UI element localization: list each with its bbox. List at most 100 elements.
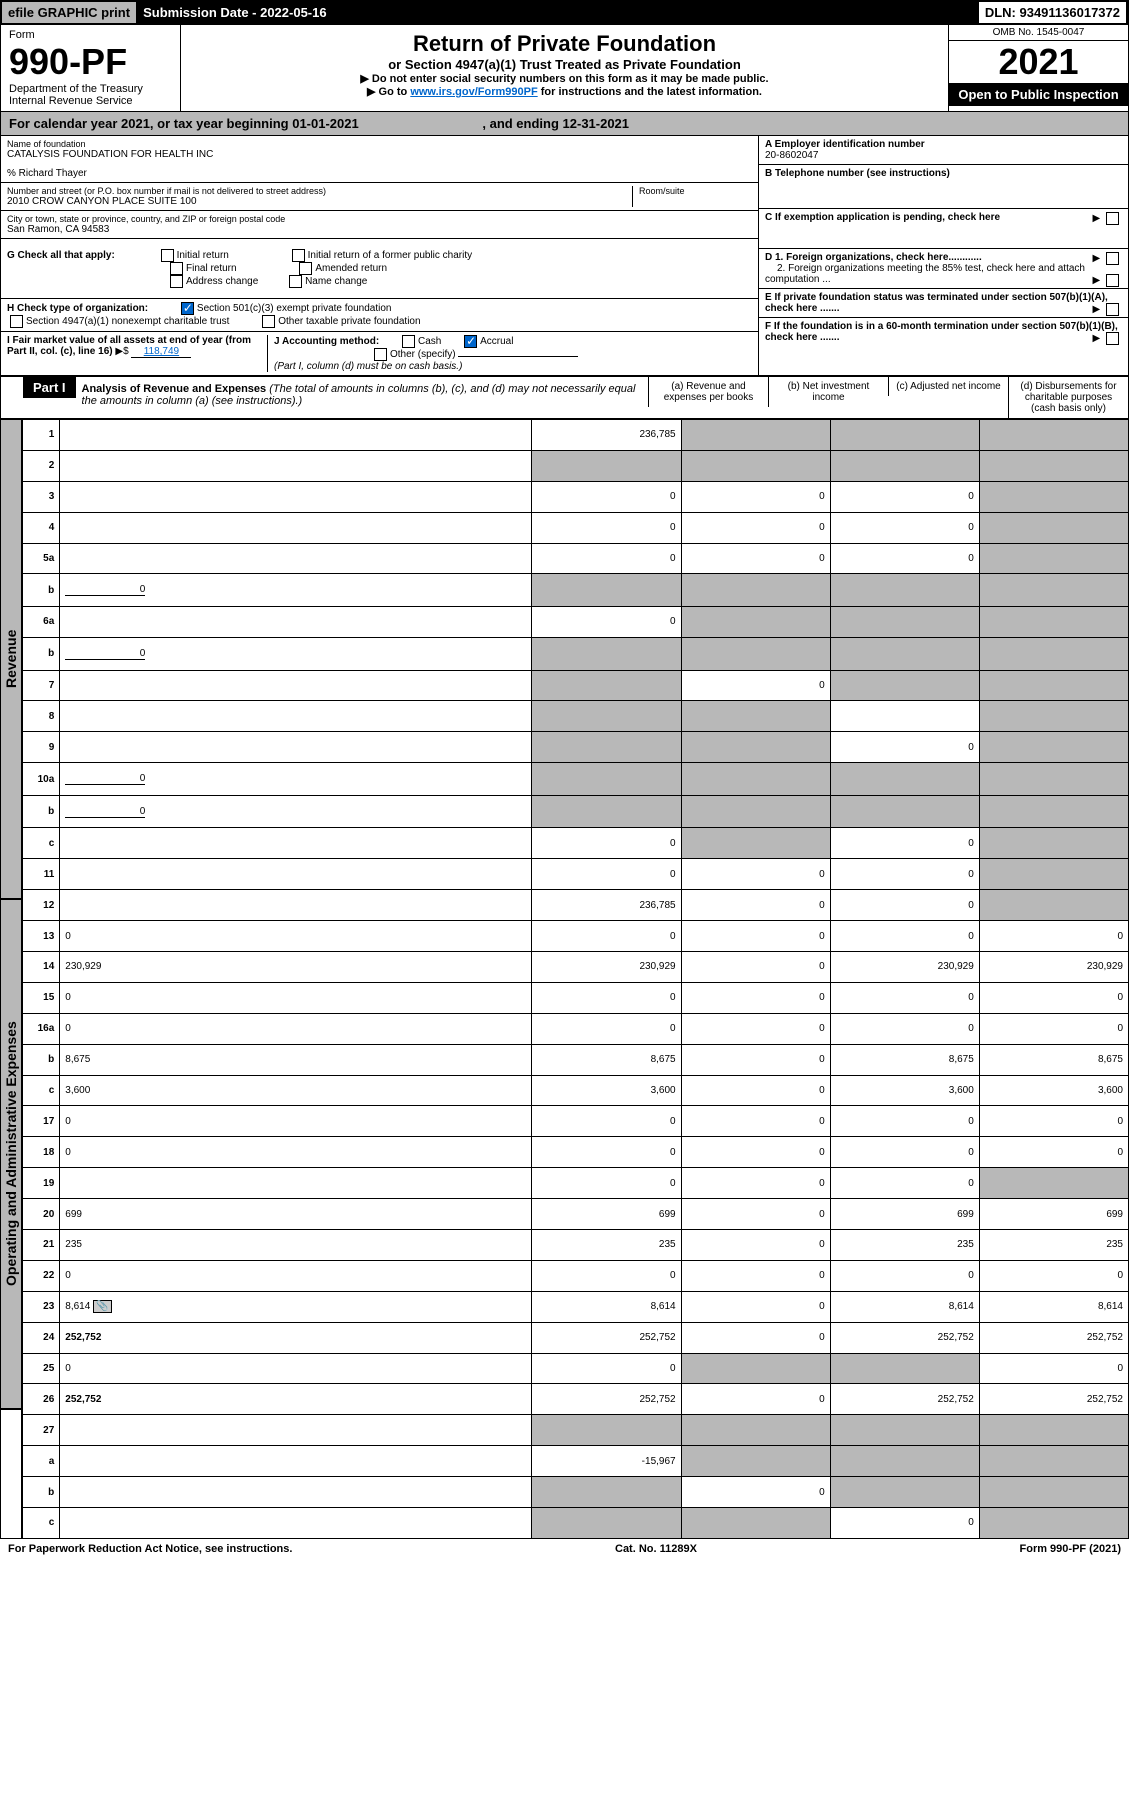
row-number: a bbox=[23, 1446, 60, 1477]
amended-return-checkbox[interactable] bbox=[299, 262, 312, 275]
city-state-zip: San Ramon, CA 94583 bbox=[7, 224, 752, 235]
d1-checkbox[interactable] bbox=[1106, 252, 1119, 265]
cell-c: 0 bbox=[830, 1013, 979, 1044]
row-description: 699 bbox=[60, 1199, 532, 1230]
row-number: b bbox=[23, 1044, 60, 1075]
cell-c: 8,675 bbox=[830, 1044, 979, 1075]
accrual-checkbox[interactable] bbox=[464, 335, 477, 348]
table-row: 1300000 bbox=[23, 921, 1129, 952]
cell-a: 230,929 bbox=[532, 951, 681, 982]
cell-d: 0 bbox=[979, 1106, 1128, 1137]
cell-d bbox=[979, 450, 1128, 481]
row-description: 0 bbox=[60, 1353, 532, 1384]
cell-d bbox=[979, 607, 1128, 638]
room-label: Room/suite bbox=[639, 186, 752, 196]
e-label: E If private foundation status was termi… bbox=[765, 292, 1108, 314]
initial-return-checkbox[interactable] bbox=[161, 249, 174, 262]
final-return-checkbox[interactable] bbox=[170, 262, 183, 275]
cell-d bbox=[979, 828, 1128, 859]
row-number: 20 bbox=[23, 1199, 60, 1230]
cell-c bbox=[830, 1477, 979, 1508]
cell-a: 0 bbox=[532, 1106, 681, 1137]
cell-c: 0 bbox=[830, 543, 979, 574]
g-label: G Check all that apply: bbox=[7, 250, 115, 261]
table-row: 11000 bbox=[23, 859, 1129, 890]
cell-a bbox=[532, 670, 681, 701]
name-change-checkbox[interactable] bbox=[289, 275, 302, 288]
row-description bbox=[60, 512, 532, 543]
row-description bbox=[60, 859, 532, 890]
cell-b bbox=[681, 732, 830, 763]
cell-b bbox=[681, 1415, 830, 1446]
cell-b: 0 bbox=[681, 982, 830, 1013]
row-description bbox=[60, 1477, 532, 1508]
other-method-checkbox[interactable] bbox=[374, 348, 387, 361]
row-number: 10a bbox=[23, 763, 60, 796]
cell-b: 0 bbox=[681, 1477, 830, 1508]
cell-c bbox=[830, 1415, 979, 1446]
former-public-checkbox[interactable] bbox=[292, 249, 305, 262]
fmv-value[interactable]: 118,749 bbox=[131, 346, 191, 358]
row-number: 8 bbox=[23, 701, 60, 732]
row-number: b bbox=[23, 637, 60, 670]
address: 2010 CROW CANYON PLACE SUITE 100 bbox=[7, 196, 632, 207]
cell-a: 8,675 bbox=[532, 1044, 681, 1075]
cell-c bbox=[830, 795, 979, 828]
cell-d bbox=[979, 1168, 1128, 1199]
cell-d bbox=[979, 1507, 1128, 1538]
c-label: C If exemption application is pending, c… bbox=[765, 212, 1000, 223]
omb-number: OMB No. 1545-0047 bbox=[949, 25, 1128, 41]
address-change-checkbox[interactable] bbox=[170, 275, 183, 288]
row-description: 0 bbox=[60, 795, 532, 828]
cell-c: 0 bbox=[830, 921, 979, 952]
row-description: 0 bbox=[60, 921, 532, 952]
ein-value: 20-8602047 bbox=[765, 150, 1122, 161]
cell-c: 0 bbox=[830, 890, 979, 921]
cell-d bbox=[979, 574, 1128, 607]
cell-b: 0 bbox=[681, 1199, 830, 1230]
cell-a: 0 bbox=[532, 982, 681, 1013]
cell-c bbox=[830, 1446, 979, 1477]
4947-checkbox[interactable] bbox=[10, 315, 23, 328]
cell-b: 0 bbox=[681, 859, 830, 890]
cell-a: -15,967 bbox=[532, 1446, 681, 1477]
part1-title: Analysis of Revenue and Expenses bbox=[82, 383, 267, 395]
cell-d: 3,600 bbox=[979, 1075, 1128, 1106]
table-row: c00 bbox=[23, 828, 1129, 859]
cell-b: 0 bbox=[681, 1075, 830, 1106]
cell-a: 0 bbox=[532, 1353, 681, 1384]
calendar-year-row: For calendar year 2021, or tax year begi… bbox=[0, 112, 1129, 136]
cell-c bbox=[830, 670, 979, 701]
city-label: City or town, state or province, country… bbox=[7, 214, 752, 224]
irs-link[interactable]: www.irs.gov/Form990PF bbox=[410, 86, 537, 98]
table-row: a -15,967 bbox=[23, 1446, 1129, 1477]
cell-d bbox=[979, 732, 1128, 763]
cell-a: 699 bbox=[532, 1199, 681, 1230]
cell-d: 252,752 bbox=[979, 1322, 1128, 1353]
cell-a: 235 bbox=[532, 1229, 681, 1260]
f-checkbox[interactable] bbox=[1106, 332, 1119, 345]
c-checkbox[interactable] bbox=[1106, 212, 1119, 225]
row-description: 3,600 bbox=[60, 1075, 532, 1106]
d2-checkbox[interactable] bbox=[1106, 274, 1119, 287]
other-taxable-checkbox[interactable] bbox=[262, 315, 275, 328]
efile-print-button[interactable]: efile GRAPHIC print bbox=[2, 2, 137, 23]
paperwork-notice: For Paperwork Reduction Act Notice, see … bbox=[8, 1543, 292, 1555]
row-description: 8,675 bbox=[60, 1044, 532, 1075]
row-description: 0 bbox=[60, 763, 532, 796]
cell-a: 252,752 bbox=[532, 1384, 681, 1415]
table-row: 5a000 bbox=[23, 543, 1129, 574]
instruction-1: ▶ Do not enter social security numbers o… bbox=[187, 72, 942, 85]
cell-a bbox=[532, 574, 681, 607]
row-description bbox=[60, 607, 532, 638]
table-row: 27 bbox=[23, 1415, 1129, 1446]
footer: For Paperwork Reduction Act Notice, see … bbox=[0, 1539, 1129, 1559]
cell-d: 0 bbox=[979, 1013, 1128, 1044]
part1-header-row: Part I Analysis of Revenue and Expenses … bbox=[0, 376, 1129, 419]
cell-c: 0 bbox=[830, 1168, 979, 1199]
cell-a: 0 bbox=[532, 607, 681, 638]
501c3-checkbox[interactable] bbox=[181, 302, 194, 315]
cell-b: 0 bbox=[681, 1106, 830, 1137]
cash-checkbox[interactable] bbox=[402, 335, 415, 348]
e-checkbox[interactable] bbox=[1106, 303, 1119, 316]
